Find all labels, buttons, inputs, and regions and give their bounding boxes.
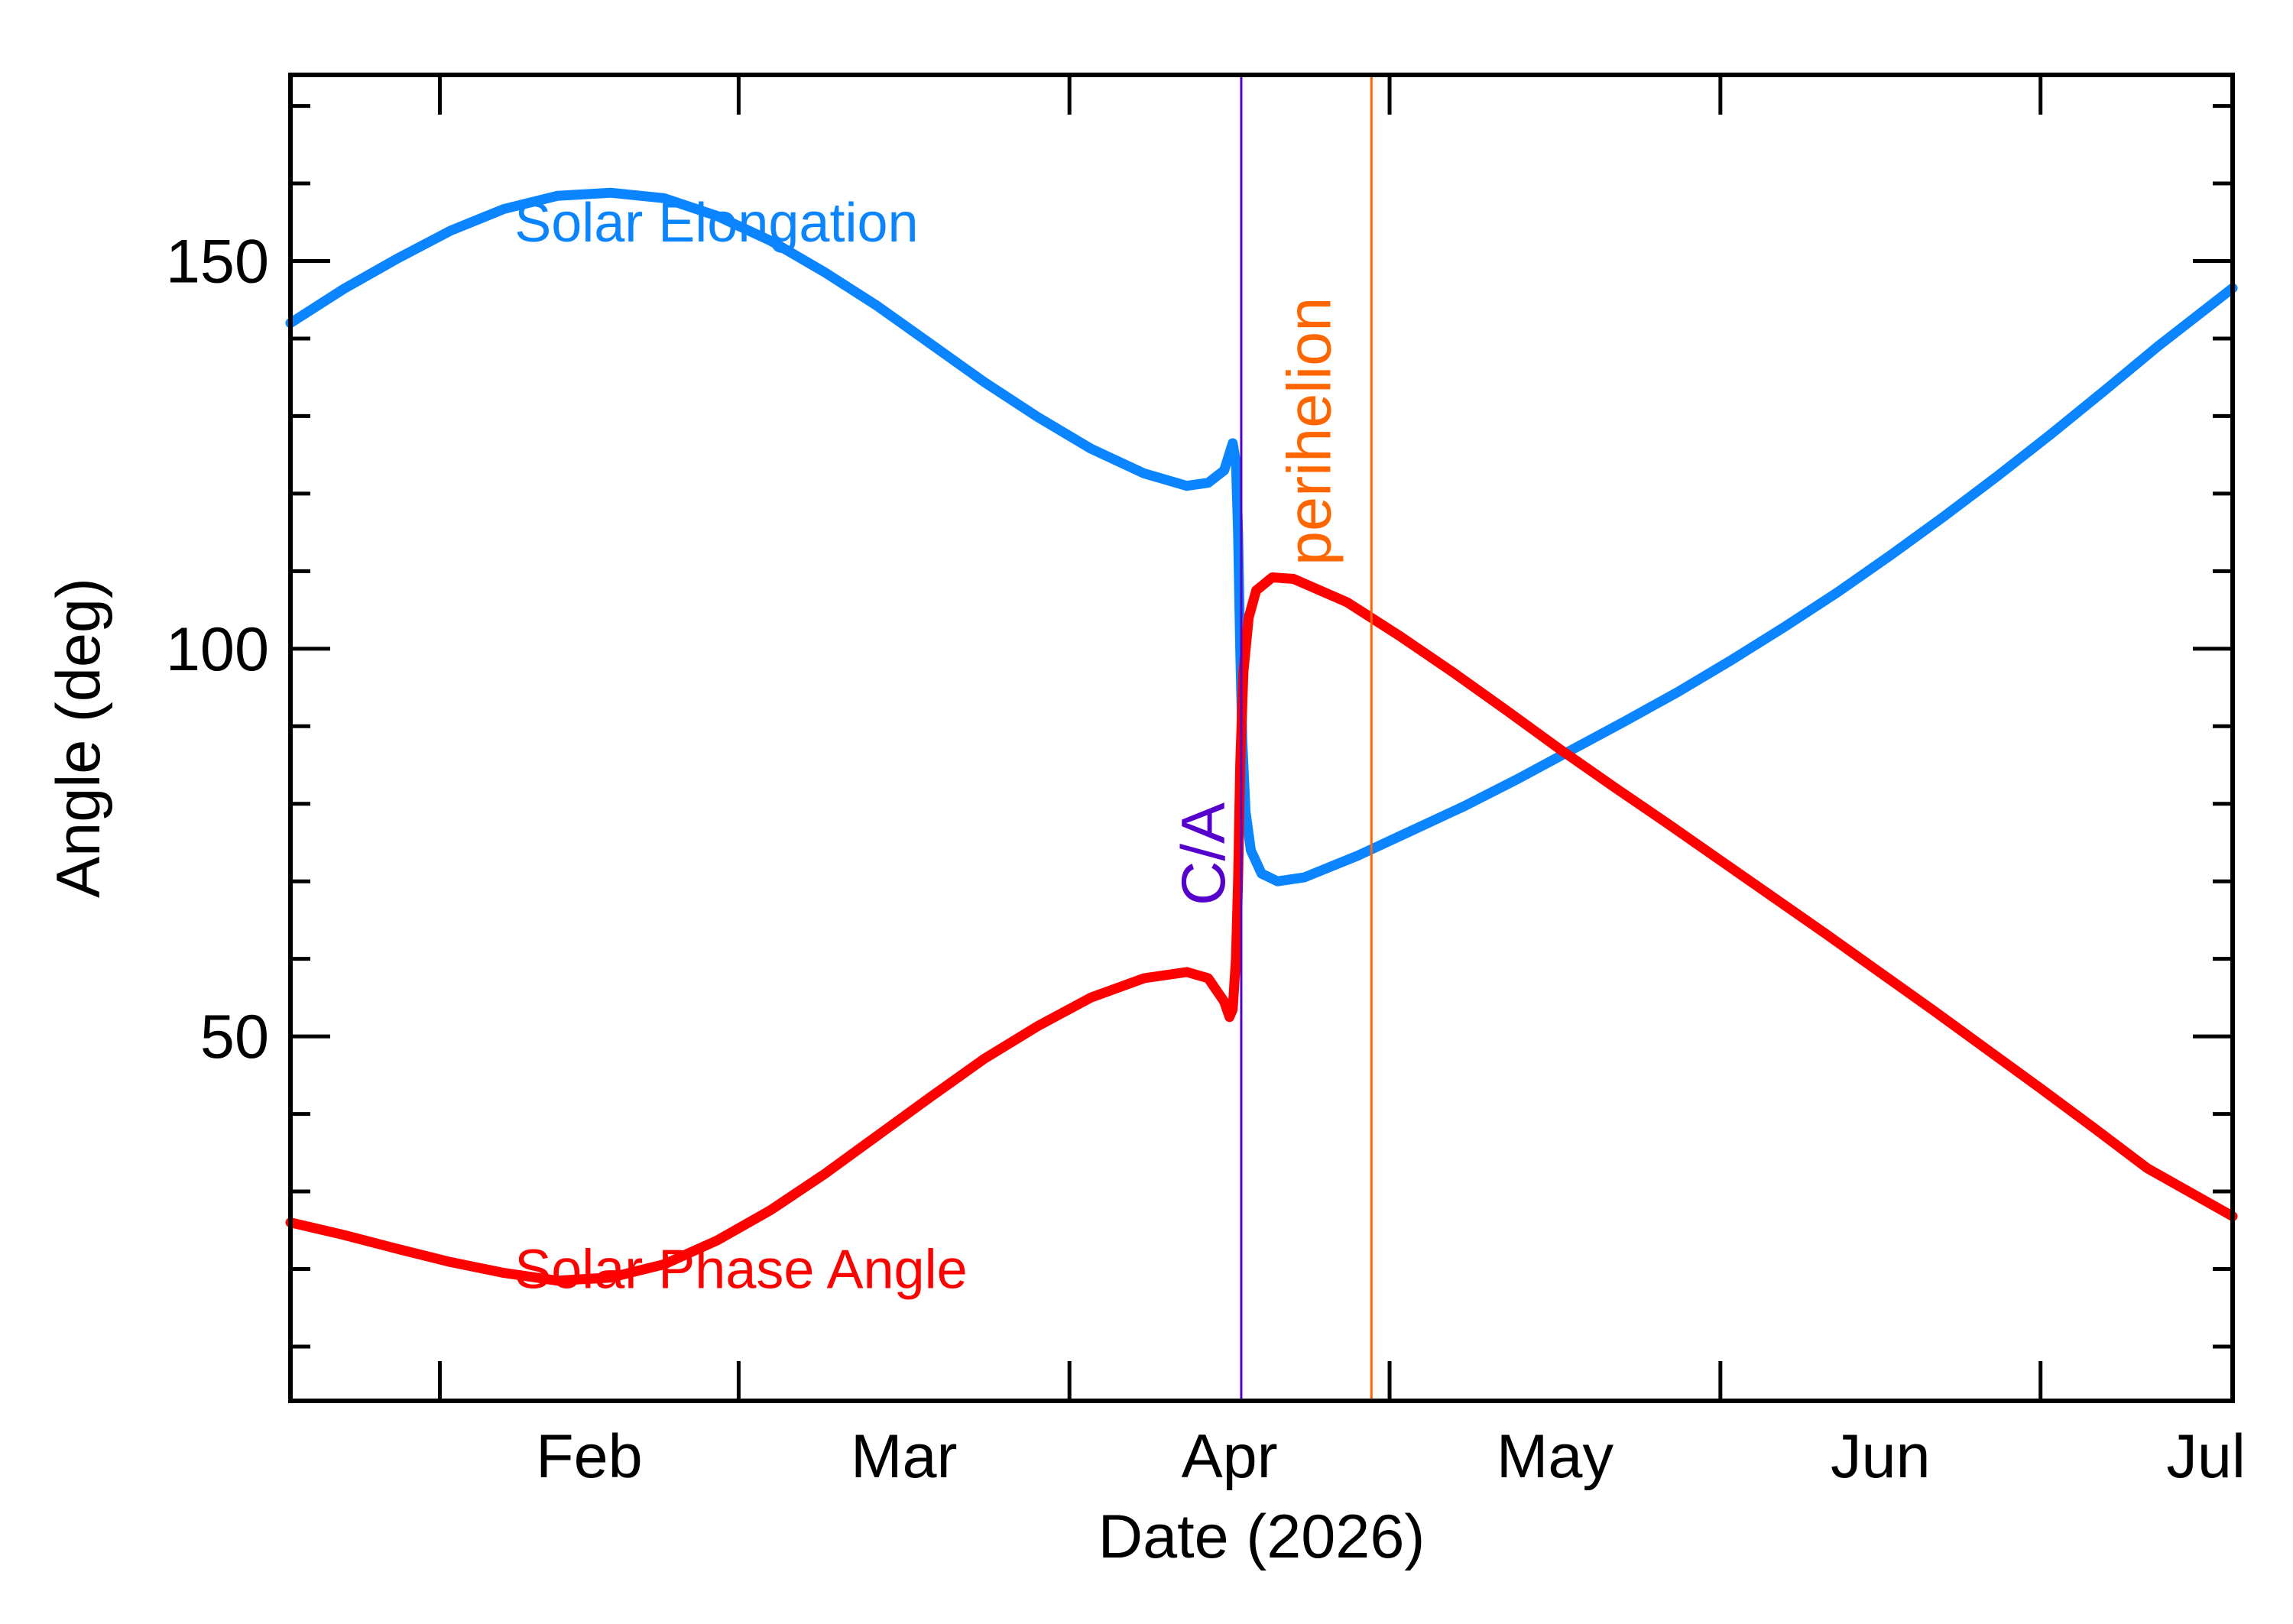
plot-frame (288, 73, 2235, 1403)
axis-layer: 50 100 150 Feb Mar Apr May Jun Jul Date (2026) Ang… (44, 73, 2246, 1571)
series-label-solar-phase-angle: Solar Phase Angle (514, 1240, 967, 1301)
x-tick-label-may: May (1497, 1422, 1614, 1491)
marker-layer: C/A perihelion (1169, 75, 1373, 1401)
marker-label-ca: C/A (1169, 802, 1238, 906)
y-axis-title: Angle (deg) (44, 578, 113, 898)
y-tick-label: 100 (166, 615, 269, 684)
marker-label-perihelion: perihelion (1275, 297, 1344, 566)
x-tick-label-feb: Feb (536, 1422, 643, 1491)
y-tick-label: 50 (200, 1003, 269, 1071)
series-layer (285, 187, 2238, 1286)
x-tick-label-jun: Jun (1831, 1422, 1931, 1491)
x-tick-label-mar: Mar (851, 1422, 958, 1491)
series-line-solar-elongation (285, 187, 2238, 887)
label-layer: Solar Elongation Solar Phase Angle (514, 193, 967, 1301)
x-tick-label-jul: Jul (2166, 1422, 2246, 1491)
series-label-solar-elongation: Solar Elongation (514, 193, 918, 254)
series-line-solar-phase-angle (285, 572, 2238, 1286)
y-tick-label: 150 (166, 228, 269, 297)
x-tick-label-apr: Apr (1182, 1422, 1278, 1491)
x-axis-title: Date (2026) (1098, 1502, 1425, 1571)
